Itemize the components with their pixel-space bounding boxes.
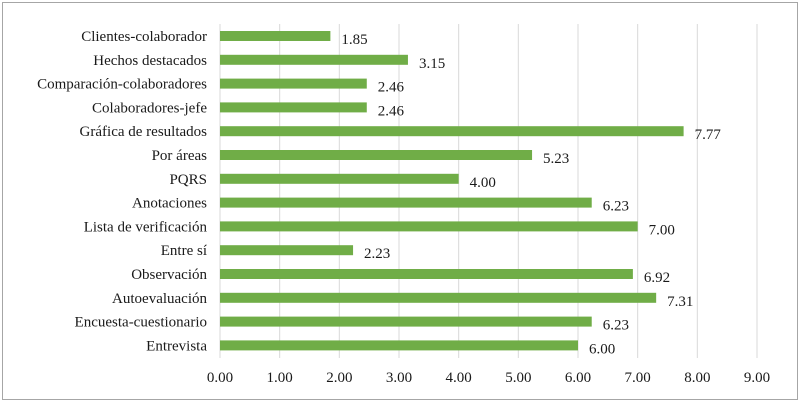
category-label: Por áreas [152,148,208,164]
bar [220,292,657,303]
bar [220,245,354,256]
x-tick-label: 7.00 [625,370,651,386]
bars-layer [220,31,684,351]
data-label: 7.31 [667,294,693,310]
bar [220,54,408,65]
category-label: Clientes-colaborador [81,29,207,45]
x-tick-label: 6.00 [565,370,591,386]
data-label: 7.77 [695,127,722,143]
bar [220,102,367,113]
bar [220,126,684,137]
labels-layer: Clientes-colaborador 1.85 Hechos destacado… [37,29,721,357]
data-label: 5.23 [543,151,569,167]
category-label: Comparación-colaboradores [37,77,207,93]
bar [220,78,367,89]
bar [220,31,331,41]
bar [220,316,592,327]
x-axis-ticks: 0.00 1.00 2.00 3.00 4.00 5.00 6.00 7.00 8.00 9.00 [207,370,770,386]
x-tick-label: 8.00 [684,370,710,386]
data-label: 2.46 [378,80,405,96]
data-label: 7.00 [649,222,675,238]
bar [220,340,578,351]
x-tick-label: 1.00 [267,370,293,386]
bar [220,269,633,279]
category-label: Autoevaluación [112,291,207,307]
x-tick-label: 0.00 [207,370,233,386]
data-label: 2.46 [378,103,405,119]
x-tick-label: 9.00 [744,370,770,386]
bar [220,150,533,160]
bar [220,221,638,232]
data-label: 4.00 [470,175,496,191]
bar [220,173,459,184]
data-label: 6.23 [603,318,629,334]
category-label: Lista de verificación [84,219,208,235]
category-label: Entre sí [161,243,207,259]
bar [220,197,592,208]
category-label: Encuesta-cuestionario [75,315,207,331]
category-label: PQRS [169,172,207,188]
data-label: 2.23 [364,246,390,262]
category-label: Anotaciones [132,196,207,212]
x-tick-label: 3.00 [386,370,412,386]
x-tick-label: 2.00 [326,370,352,386]
x-tick-label: 5.00 [505,370,531,386]
data-label: 3.15 [419,56,445,72]
x-tick-label: 4.00 [446,370,472,386]
data-label: 6.23 [603,199,629,215]
category-label: Observación [131,267,207,283]
data-label: 6.92 [644,270,670,286]
category-label: Gráfica de resultados [80,124,208,140]
data-label: 1.85 [341,32,367,48]
category-label: Colaboradores-jefe [92,100,207,116]
category-label: Entrevista [146,338,207,354]
category-label: Hechos destacados [93,53,207,69]
data-label: 6.00 [589,341,615,357]
